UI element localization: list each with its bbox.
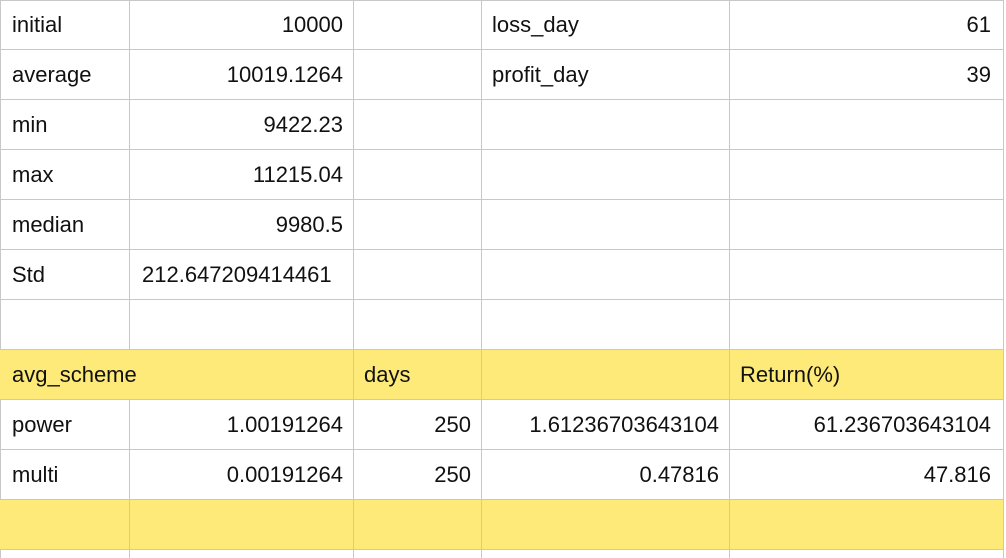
empty-cell[interactable] bbox=[482, 300, 730, 350]
header-avg-scheme[interactable]: avg_scheme bbox=[0, 350, 354, 400]
empty-cell[interactable] bbox=[730, 500, 1004, 550]
empty-cell[interactable] bbox=[482, 200, 730, 250]
empty-cell[interactable] bbox=[730, 200, 1004, 250]
stat-value-average[interactable]: 10019.1264 bbox=[130, 50, 354, 100]
table-row bbox=[0, 300, 1004, 350]
table-row: max 11215.04 bbox=[0, 150, 1004, 200]
empty-cell[interactable] bbox=[130, 550, 354, 558]
stat-value-min[interactable]: 9422.23 bbox=[130, 100, 354, 150]
stat-label-max[interactable]: max bbox=[0, 150, 130, 200]
scheme-name-power[interactable]: power bbox=[0, 400, 130, 450]
stat-label-median[interactable]: median bbox=[0, 200, 130, 250]
scheme-days-power[interactable]: 250 bbox=[354, 400, 482, 450]
stat-value-std[interactable]: 212.647209414461 bbox=[130, 250, 354, 300]
stat-value-median[interactable]: 9980.5 bbox=[130, 200, 354, 250]
stat-value-profit-day[interactable]: 39 bbox=[730, 50, 1004, 100]
empty-cell[interactable] bbox=[354, 300, 482, 350]
grid-top-border bbox=[0, 0, 1004, 1]
table-row: min 9422.23 bbox=[0, 100, 1004, 150]
scheme-factor-multi[interactable]: 0.00191264 bbox=[130, 450, 354, 500]
stat-label-initial[interactable]: initial bbox=[0, 0, 130, 50]
empty-cell[interactable] bbox=[730, 100, 1004, 150]
scheme-days-multi[interactable]: 250 bbox=[354, 450, 482, 500]
scheme-return-multi[interactable]: 47.816 bbox=[730, 450, 1004, 500]
empty-cell[interactable] bbox=[0, 300, 130, 350]
scheme-factor-power[interactable]: 1.00191264 bbox=[130, 400, 354, 450]
scheme-header-row: avg_scheme days Return(%) bbox=[0, 350, 1004, 400]
scheme-result-power[interactable]: 1.61236703643104 bbox=[482, 400, 730, 450]
empty-cell[interactable] bbox=[354, 500, 482, 550]
stat-label-min[interactable]: min bbox=[0, 100, 130, 150]
table-row bbox=[0, 550, 1004, 558]
empty-cell[interactable] bbox=[0, 550, 130, 558]
empty-cell[interactable] bbox=[354, 200, 482, 250]
empty-cell[interactable] bbox=[482, 250, 730, 300]
scheme-return-power[interactable]: 61.236703643104 bbox=[730, 400, 1004, 450]
stat-value-initial[interactable]: 10000 bbox=[130, 0, 354, 50]
table-row: Std 212.647209414461 bbox=[0, 250, 1004, 300]
empty-cell[interactable] bbox=[354, 550, 482, 558]
empty-cell[interactable] bbox=[354, 0, 482, 50]
empty-cell[interactable] bbox=[130, 300, 354, 350]
empty-cell[interactable] bbox=[354, 100, 482, 150]
empty-cell[interactable] bbox=[130, 500, 354, 550]
table-row: average 10019.1264 profit_day 39 bbox=[0, 50, 1004, 100]
table-row: initial 10000 loss_day 61 bbox=[0, 0, 1004, 50]
highlight-row bbox=[0, 500, 1004, 550]
empty-cell[interactable] bbox=[482, 100, 730, 150]
header-days[interactable]: days bbox=[354, 350, 482, 400]
scheme-name-multi[interactable]: multi bbox=[0, 450, 130, 500]
stat-value-loss-day[interactable]: 61 bbox=[730, 0, 1004, 50]
empty-cell[interactable] bbox=[482, 150, 730, 200]
empty-cell[interactable] bbox=[354, 250, 482, 300]
table-row: median 9980.5 bbox=[0, 200, 1004, 250]
grid-left-border bbox=[0, 0, 1, 558]
empty-cell[interactable] bbox=[730, 150, 1004, 200]
table-row: power 1.00191264 250 1.61236703643104 61… bbox=[0, 400, 1004, 450]
empty-cell[interactable] bbox=[482, 350, 730, 400]
empty-cell[interactable] bbox=[730, 300, 1004, 350]
empty-cell[interactable] bbox=[730, 250, 1004, 300]
stat-value-max[interactable]: 11215.04 bbox=[130, 150, 354, 200]
stat-label-std[interactable]: Std bbox=[0, 250, 130, 300]
scheme-result-multi[interactable]: 0.47816 bbox=[482, 450, 730, 500]
empty-cell[interactable] bbox=[482, 500, 730, 550]
empty-cell[interactable] bbox=[730, 550, 1004, 558]
stat-label-profit-day[interactable]: profit_day bbox=[482, 50, 730, 100]
table-row: multi 0.00191264 250 0.47816 47.816 bbox=[0, 450, 1004, 500]
empty-cell[interactable] bbox=[354, 50, 482, 100]
empty-cell[interactable] bbox=[354, 150, 482, 200]
empty-cell[interactable] bbox=[482, 550, 730, 558]
header-return-pct[interactable]: Return(%) bbox=[730, 350, 1004, 400]
empty-cell[interactable] bbox=[0, 500, 130, 550]
stat-label-average[interactable]: average bbox=[0, 50, 130, 100]
stat-label-loss-day[interactable]: loss_day bbox=[482, 0, 730, 50]
